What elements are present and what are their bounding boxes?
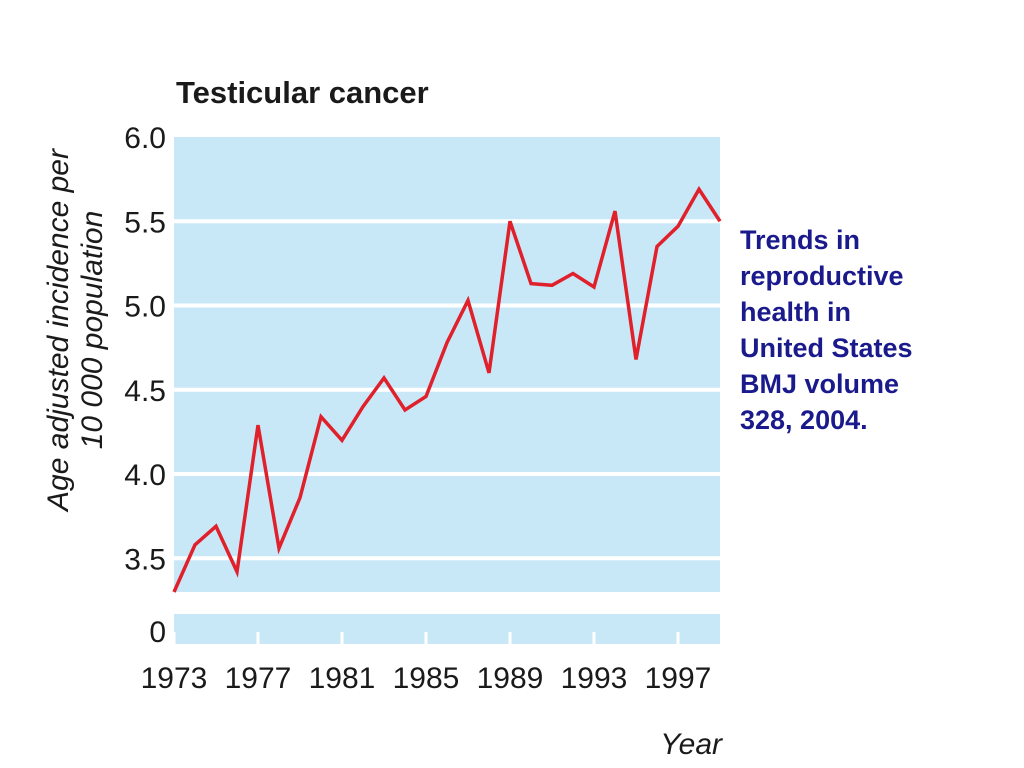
x-tick-label: 1985 — [393, 662, 460, 695]
plot-background — [174, 137, 720, 644]
caption-line: reproductive — [740, 261, 904, 291]
zero-strip — [174, 614, 720, 644]
series-layer — [172, 185, 722, 593]
x-tick-label: 1977 — [225, 662, 292, 695]
x-axis-label: Year — [660, 728, 723, 761]
x-tick-label: 1997 — [645, 662, 712, 695]
caption-line: Trends in — [740, 225, 861, 255]
plot-area — [174, 137, 720, 592]
y-axis-label-line-1: Age adjusted incidence per — [42, 148, 75, 513]
caption-line: health in — [740, 297, 852, 327]
x-tick-label: 1973 — [141, 662, 208, 695]
y-tick-label: 5.5 — [124, 206, 166, 239]
caption-line: 328, 2004. — [740, 405, 868, 435]
y-tick-label: 6.0 — [124, 122, 166, 155]
x-tick-label: 1981 — [309, 662, 376, 695]
x-tick-label: 1989 — [477, 662, 544, 695]
caption-line: United States — [740, 333, 913, 363]
y-tick-label: 4.5 — [124, 375, 166, 408]
x-tick-label: 1993 — [561, 662, 628, 695]
caption-line: BMJ volume — [740, 369, 900, 399]
y-tick-label: 5.0 — [124, 291, 166, 324]
caption: Trends in reproductive health in United … — [740, 222, 980, 438]
y-axis-label-line-2: 10 000 population — [76, 211, 109, 450]
chart-title: Testicular cancer — [176, 75, 429, 110]
y-axis-label: Age adjusted incidence per 10 000 popula… — [42, 148, 109, 513]
axis-ticks — [172, 632, 680, 644]
tick-labels: 3.5 4.0 4.5 5.0 5.5 6.0 0 1973 1977 1981 1985 1989 1… — [124, 122, 711, 695]
y-tick-label-zero: 0 — [149, 616, 166, 649]
series-line — [172, 185, 722, 593]
y-tick-label: 4.0 — [124, 459, 166, 492]
y-tick-label: 3.5 — [124, 543, 166, 576]
